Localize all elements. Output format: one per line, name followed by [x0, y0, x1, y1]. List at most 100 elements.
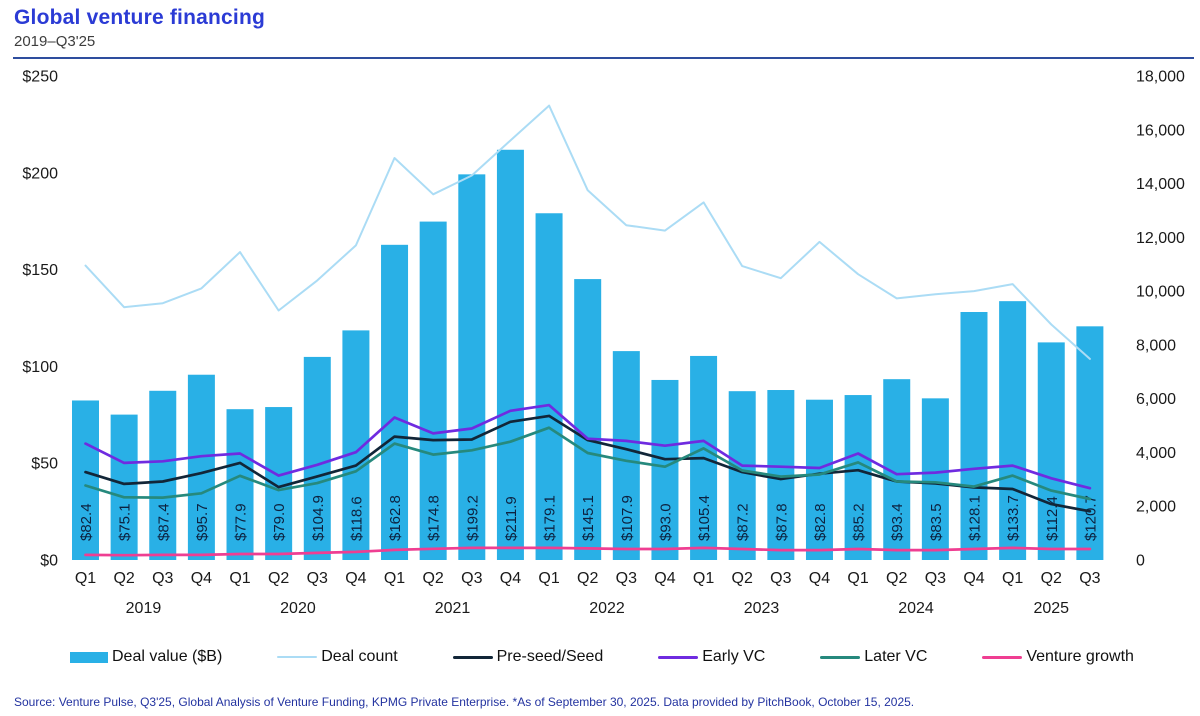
legend-swatch-pre-seed-seed	[452, 655, 493, 659]
bar-value-label: $87.2	[735, 503, 752, 541]
year-label: 2022	[589, 600, 625, 617]
legend-label-later-vc: Later VC	[864, 648, 928, 665]
bar-value-label: $199.2	[464, 495, 481, 541]
bar-value-label: $82.8	[812, 503, 829, 541]
bar-value-label: $79.0	[271, 503, 288, 541]
right-axis-tick: 6,000	[1136, 391, 1176, 408]
quarter-label: Q1	[1002, 570, 1023, 587]
legend-label-pre-seed-seed: Pre-seed/Seed	[496, 648, 604, 665]
legend-label-venture-growth: Venture growth	[1026, 648, 1134, 665]
bar-value-label: $107.9	[619, 495, 636, 541]
chart-title: Global venture financing	[14, 6, 265, 29]
quarter-label: Q4	[963, 570, 984, 587]
right-axis-tick: 12,000	[1136, 230, 1185, 247]
right-axis-tick: 0	[1136, 553, 1145, 570]
quarter-label: Q1	[384, 570, 405, 587]
quarter-label: Q3	[770, 570, 791, 587]
bar-value-label: $83.5	[928, 503, 945, 541]
legend-item-early-vc: Early VC	[658, 648, 765, 666]
bar-value-label: $179.1	[542, 495, 559, 541]
quarter-label: Q2	[1041, 570, 1062, 587]
quarter-label: Q4	[345, 570, 366, 587]
deal-value-bar	[458, 174, 486, 560]
quarter-label: Q3	[1079, 570, 1100, 587]
combo-chart-canvas: $0 $50 $100 $150 $200 $250 0 2,000 4,000 6,000 8,0…	[22, 69, 1185, 618]
legend-item-deal-value-b: Deal value ($B)	[70, 648, 222, 666]
quarter-label: Q4	[500, 570, 521, 587]
right-axis-tick: 2,000	[1136, 499, 1176, 516]
right-axis-tick: 8,000	[1136, 337, 1176, 354]
legend-label-deal-count: Deal count	[321, 648, 398, 665]
deal-value-bar	[381, 244, 409, 560]
bar-value-label: $95.7	[194, 503, 211, 541]
series-line-deal-count	[84, 104, 1091, 360]
legend-item-venture-growth: Venture growth	[982, 648, 1134, 666]
quarter-label: Q2	[732, 570, 753, 587]
deal-value-bar	[535, 213, 563, 561]
bar-value-label: $162.8	[387, 495, 404, 541]
bar-value-label: $105.4	[696, 495, 713, 541]
quarter-label: Q2	[113, 570, 134, 587]
deal-value-bar	[419, 221, 447, 560]
deal-value-bar	[1076, 326, 1104, 560]
bar-value-label: $133.7	[1005, 495, 1022, 541]
legend-swatch-deal-count	[277, 656, 318, 658]
year-label: 2025	[1033, 600, 1069, 617]
bar-value-label: $75.1	[117, 503, 134, 541]
year-label: 2023	[744, 600, 780, 617]
year-label: 2024	[898, 600, 934, 617]
quarter-label: Q2	[886, 570, 907, 587]
quarter-label: Q3	[925, 570, 946, 587]
deal-value-bar	[999, 301, 1027, 560]
chart-legend: Deal value ($B) Deal count Pre-seed/Seed Ea…	[70, 648, 1134, 666]
right-axis-tick: 14,000	[1136, 176, 1185, 193]
bar-value-label: $211.9	[503, 496, 520, 541]
series-line-later-vc	[84, 426, 1092, 501]
deal-value-bar	[226, 409, 254, 560]
quarter-label: Q4	[191, 570, 212, 587]
legend-item-later-vc: Later VC	[820, 648, 927, 666]
quarter-label: Q1	[229, 570, 250, 587]
bar-value-label: $82.4	[78, 503, 95, 541]
bar-value-label: $93.0	[657, 503, 674, 541]
left-axis-tick: $0	[40, 553, 58, 570]
quarter-label: Q4	[809, 570, 830, 587]
deal-value-bar	[805, 399, 833, 560]
bar-value-label: $104.9	[310, 495, 327, 541]
deal-value-bar	[149, 390, 177, 560]
bar-value-label: $87.8	[773, 503, 790, 541]
deal-value-bar	[496, 149, 524, 560]
deal-value-bar	[303, 356, 331, 560]
deal-value-bar	[110, 414, 138, 560]
legend-swatch-later-vc	[820, 655, 861, 659]
year-label: 2019	[126, 600, 162, 617]
bar-value-label: $93.4	[889, 503, 906, 541]
left-axis-tick: $150	[22, 262, 58, 279]
deal-value-bar	[844, 395, 872, 560]
quarter-label: Q2	[577, 570, 598, 587]
bar-value-label: $77.9	[233, 503, 250, 541]
quarter-label: Q4	[654, 570, 675, 587]
header-divider	[13, 57, 1194, 59]
legend-label-deal-value-b: Deal value ($B)	[112, 648, 223, 665]
bar-value-label: $112.4	[1044, 496, 1061, 541]
quarter-label: Q3	[152, 570, 173, 587]
quarter-label: Q1	[693, 570, 714, 587]
year-label: 2020	[280, 600, 316, 617]
bar-value-label: $120.7	[1082, 495, 1099, 541]
left-axis-tick: $200	[22, 165, 58, 182]
bar-value-label: $118.6	[348, 496, 365, 541]
deal-value-bar	[1037, 342, 1065, 560]
deal-value-bar	[921, 398, 949, 560]
legend-label-early-vc: Early VC	[702, 648, 766, 665]
quarter-label: Q3	[616, 570, 637, 587]
quarter-label: Q2	[268, 570, 289, 587]
right-axis-tick: 16,000	[1136, 122, 1185, 139]
deal-value-bar	[72, 400, 99, 560]
bar-value-label: $128.1	[966, 495, 983, 541]
legend-swatch-venture-growth	[982, 655, 1023, 659]
deal-value-bar	[187, 374, 215, 560]
legend-swatch-deal-value-b	[70, 651, 108, 663]
deal-value-bar	[728, 391, 756, 560]
legend-swatch-early-vc	[658, 655, 699, 659]
